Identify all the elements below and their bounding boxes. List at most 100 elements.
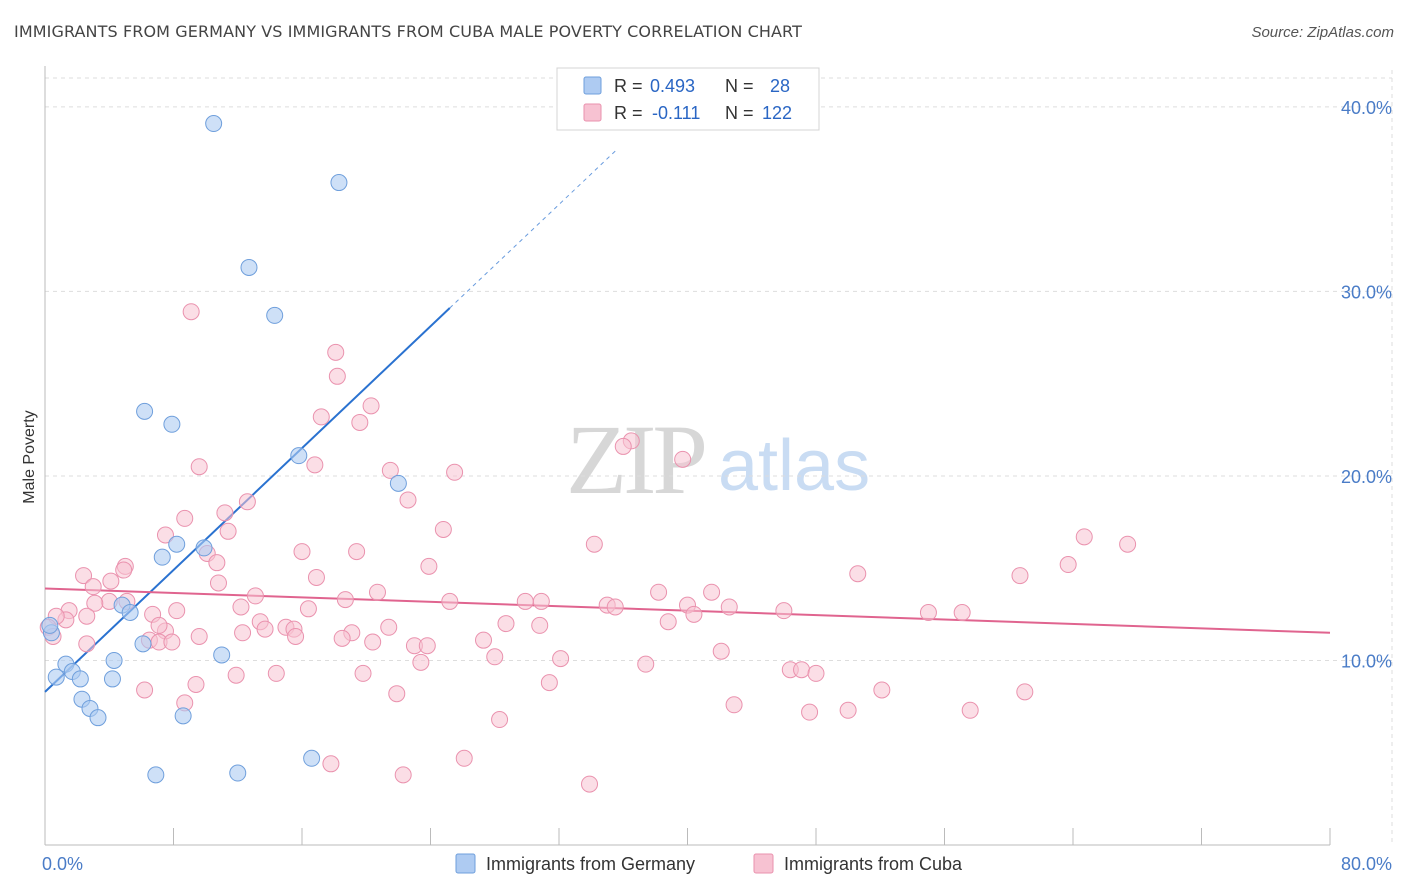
cuba-point [187, 675, 205, 693]
y-axis-label: Male Poverty [21, 410, 38, 503]
cuba-point [86, 594, 104, 612]
cuba-point [267, 664, 285, 682]
cuba-point [190, 627, 208, 645]
cuba-point [299, 600, 317, 618]
cuba-point [659, 613, 677, 631]
x-tick-label: 0.0% [42, 854, 83, 874]
legend-n-value-germany: 28 [770, 76, 790, 96]
cuba-point [793, 661, 811, 679]
germany-point [71, 670, 89, 688]
cuba-point [585, 535, 603, 553]
cuba-point [219, 522, 237, 540]
cuba-point [497, 615, 515, 633]
germany-point [147, 766, 165, 784]
axes [44, 66, 1331, 846]
germany-point [240, 258, 258, 276]
cuba-point [368, 583, 386, 601]
legend-n-value-cuba: 122 [762, 103, 792, 123]
cuba-point [552, 650, 570, 668]
cuba-point [775, 602, 793, 620]
germany-points [41, 115, 407, 784]
cuba-point [351, 413, 369, 431]
legend-r-value-cuba: -0.111 [652, 103, 700, 123]
cuba-point [327, 343, 345, 361]
cuba-point [418, 637, 436, 655]
cuba-point [163, 633, 181, 651]
legend-swatch-germany [583, 76, 602, 95]
cuba-point [234, 624, 252, 642]
cuba-point [293, 543, 311, 561]
cuba-point [362, 397, 380, 415]
cuba-point [712, 642, 730, 660]
cuba-point [227, 666, 245, 684]
cuba-point [849, 565, 867, 583]
cuba-point [650, 583, 668, 601]
cuba-point [614, 437, 632, 455]
cuba-point [381, 461, 399, 479]
germany-point [134, 635, 152, 653]
cuba-point [256, 620, 274, 638]
cuba-point [246, 587, 264, 605]
cuba-point [637, 655, 655, 673]
cuba-point [420, 557, 438, 575]
source-credit: Source: ZipAtlas.com [1251, 24, 1394, 41]
legend-label-cuba: Immigrants from Cuba [784, 854, 963, 874]
cuba-point [801, 703, 819, 721]
cuba-point [115, 561, 133, 579]
cuba-point [328, 367, 346, 385]
legend-label-germany: Immigrants from Germany [486, 854, 695, 874]
cuba-point [532, 592, 550, 610]
germany-point [41, 616, 59, 634]
cuba-point [364, 633, 382, 651]
cuba-point [475, 631, 493, 649]
cuba-point [486, 648, 504, 666]
cuba-point [720, 598, 738, 616]
cuba-point [953, 604, 971, 621]
cuba-point [674, 450, 692, 468]
germany-point [103, 670, 121, 688]
cuba-point [441, 592, 459, 610]
cuba-point [685, 605, 703, 623]
cuba-point [168, 602, 186, 620]
cuba-point [136, 681, 154, 699]
cuba-point [606, 598, 624, 616]
germany-point [153, 548, 171, 566]
germany-point [290, 447, 308, 465]
cuba-point [446, 463, 464, 481]
cuba-point [807, 664, 825, 682]
germany-point [330, 174, 348, 192]
chart-title: IMMIGRANTS FROM GERMANY VS IMMIGRANTS FR… [14, 22, 802, 41]
germany-point [389, 474, 407, 492]
cuba-point [216, 504, 234, 522]
cuba-point [75, 567, 93, 585]
watermark-atlas: atlas [718, 426, 870, 506]
cuba-point [581, 775, 599, 793]
cuba-point [1075, 528, 1093, 546]
legend-r-label-germany: R = [614, 76, 643, 96]
cuba-point [1119, 535, 1137, 553]
cuba-point [703, 583, 721, 601]
cuba-point [238, 493, 256, 511]
series-legend: Immigrants from Germany Immigrants from … [455, 853, 963, 874]
x-tick-label: 80.0% [1341, 854, 1392, 874]
cuba-point [182, 303, 200, 321]
cuba-point [102, 572, 120, 590]
cuba-point [725, 696, 743, 714]
legend-n-label-germany: N = [725, 76, 754, 96]
cuba-point [78, 635, 96, 653]
germany-point [168, 535, 186, 553]
legend-swatch-cuba [583, 103, 602, 122]
cuba-point [336, 591, 354, 609]
cuba-point [919, 604, 937, 621]
legend-swatch-cuba-bottom [753, 853, 774, 874]
germany-point [121, 604, 139, 621]
legend-r-label-cuba: R = [614, 103, 643, 123]
cuba-point [1011, 567, 1029, 585]
cuba-point [287, 627, 305, 645]
cuba-point [322, 755, 340, 773]
germany-point [163, 415, 181, 433]
cuba-point [455, 749, 473, 767]
germany-point [195, 539, 213, 557]
germany-point [213, 646, 231, 664]
